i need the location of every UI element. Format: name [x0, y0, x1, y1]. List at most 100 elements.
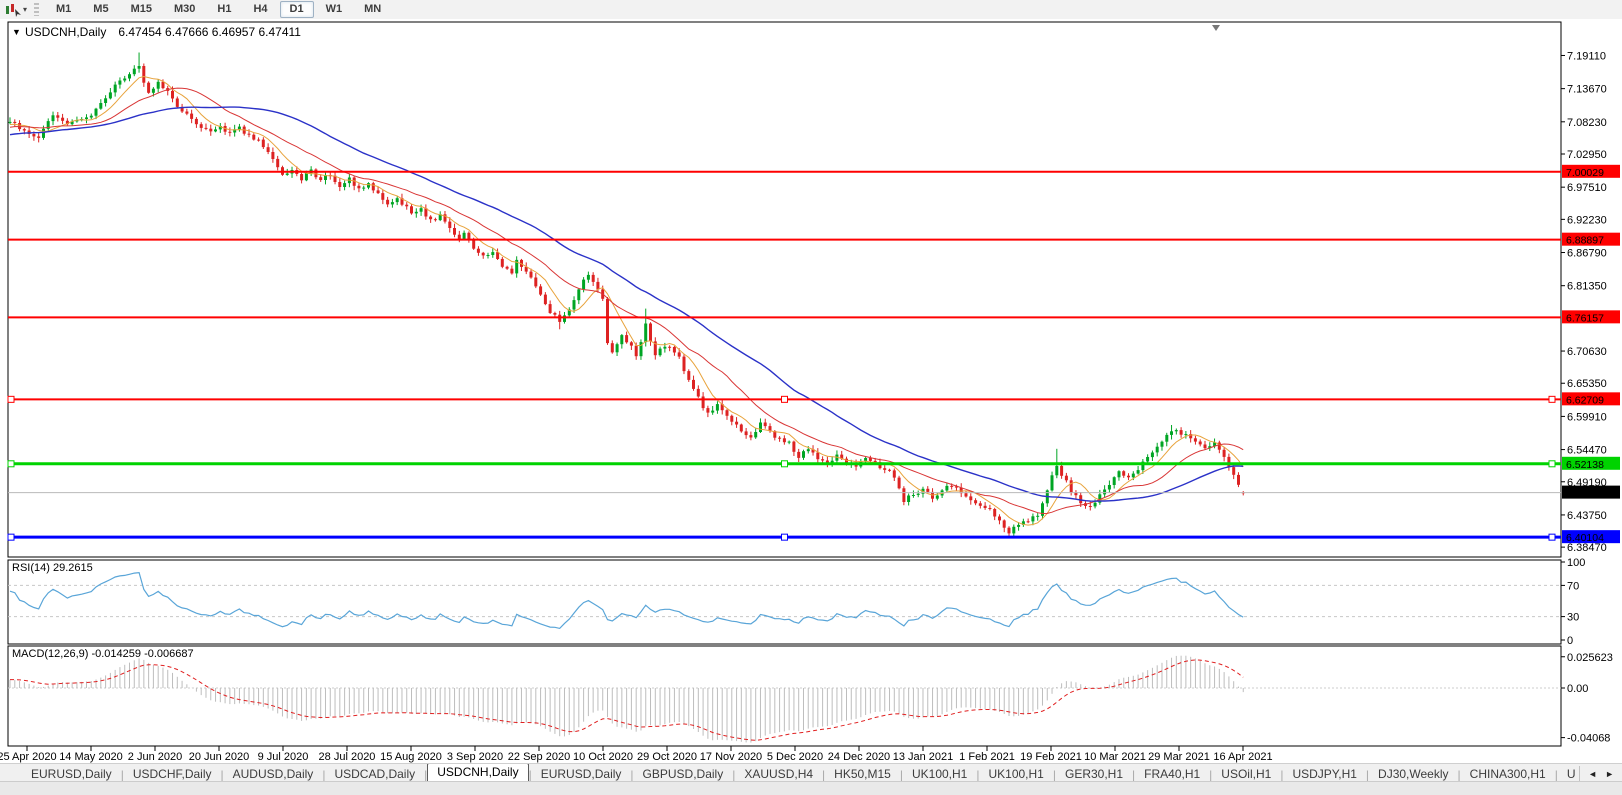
line-handle[interactable]: [781, 460, 788, 468]
chart-tab-CHINA300-H1[interactable]: CHINA300,H1: [1469, 767, 1546, 781]
date-axis-label: 2 Jun 2020: [128, 751, 182, 763]
toolbar-grip: [34, 3, 40, 16]
date-axis-label: 20 Jun 2020: [189, 751, 250, 763]
line-handle[interactable]: [781, 395, 788, 403]
chart-tab-UK100-H1[interactable]: UK100,H1: [911, 767, 968, 781]
date-axis-label: 16 Apr 2021: [1213, 751, 1272, 763]
macd-label: MACD(12,26,9) -0.014259 -0.006687: [12, 648, 194, 660]
price-axis-label: 6.59910: [1567, 411, 1607, 423]
timeframe-button-M5[interactable]: M5: [93, 3, 109, 15]
tab-separator: |: [630, 768, 634, 782]
chart-tab-AUDUSD-Daily[interactable]: AUDUSD,Daily: [232, 767, 314, 781]
timeframe-button-M1[interactable]: M1: [56, 3, 72, 15]
rsi-label: RSI(14) 29.2615: [12, 562, 93, 574]
tab-separator: |: [1132, 768, 1136, 782]
price-badge-6.88897: 6.88897: [1562, 232, 1620, 247]
tab-separator: |: [732, 768, 736, 782]
date-axis-label: 29 Mar 2021: [1148, 751, 1210, 763]
price-badge-6.52138: 6.52138: [1562, 456, 1620, 471]
chart-tab-USDJPY-H1[interactable]: USDJPY,H1: [1292, 767, 1357, 781]
price-axis-label: 6.70630: [1567, 346, 1607, 358]
price-badge-label: 7.00029: [1566, 167, 1604, 179]
price-axis-label: 6.38470: [1567, 542, 1607, 554]
timeframe-button-MN[interactable]: MN: [364, 3, 382, 15]
chart-tab-EURUSD-Daily[interactable]: EURUSD,Daily: [540, 767, 622, 781]
timeframe-button-M15[interactable]: M15: [130, 3, 152, 15]
chart-tab-FRA40-H1[interactable]: FRA40,H1: [1144, 767, 1201, 781]
window-bottom-edge: [0, 781, 1622, 795]
timeframe-button-D1[interactable]: D1: [279, 1, 314, 18]
price-badge-label: 6.88897: [1566, 235, 1604, 247]
tab-separator: |: [322, 768, 326, 782]
line-handle[interactable]: [1548, 533, 1556, 541]
tab-separator: |: [1554, 768, 1558, 782]
price-axis-label: 6.65350: [1567, 378, 1607, 390]
chart-tab-USOil-H1[interactable]: USOil,H1: [1221, 767, 1272, 781]
price-axis-label: 7.13670: [1567, 84, 1607, 96]
chart-tab-USDCNH-Daily[interactable]: USDCNH,Daily: [427, 764, 529, 782]
chart-tab-GBPUSD-Daily[interactable]: GBPUSD,Daily: [642, 767, 724, 781]
rsi-axis-label: 70: [1567, 580, 1579, 592]
date-axis-label: 22 Sep 2020: [508, 751, 570, 763]
hline-6.62709[interactable]: [7, 395, 1561, 403]
chart-tab-USDCHF-Daily[interactable]: USDCHF,Daily: [132, 767, 212, 781]
timeframe-button-H4[interactable]: H4: [253, 3, 268, 15]
chart-tab-XAUUSD-H4[interactable]: XAUUSD,H4: [744, 767, 814, 781]
price-badge-label: 6.62709: [1566, 394, 1604, 406]
chart-tool-icon[interactable]: [3, 2, 23, 18]
price-axis-label: 6.97510: [1567, 182, 1607, 194]
line-handle[interactable]: [7, 395, 15, 403]
chart-shift-marker: [1212, 25, 1220, 31]
rsi-pane[interactable]: [7, 559, 1562, 645]
rsi-axis-label: 100: [1567, 557, 1585, 569]
macd-signal-line: [10, 659, 1244, 741]
line-handle[interactable]: [781, 533, 788, 541]
tab-scroll-arrows: ◄ ►: [1579, 766, 1622, 782]
timeframe-button-W1[interactable]: W1: [325, 3, 343, 15]
line-handle[interactable]: [7, 460, 15, 468]
date-axis-label: 10 Mar 2021: [1084, 751, 1146, 763]
chart-tab-DJ30-Weekly[interactable]: DJ30,Weekly: [1378, 767, 1449, 781]
hline-6.40104[interactable]: [7, 533, 1561, 541]
date-axis-label: 5 Dec 2020: [767, 751, 823, 763]
moving-average-18: [9, 87, 1244, 515]
price-axis-label: 6.81350: [1567, 281, 1607, 293]
chart-tab-UK100-H1[interactable]: UK100,H1: [988, 767, 1044, 781]
chart-tab-HK50-M15[interactable]: HK50,M15: [834, 767, 891, 781]
timeframe-button-H1[interactable]: H1: [217, 3, 232, 15]
rsi-line: [9, 571, 1244, 630]
price-pane[interactable]: [7, 21, 1562, 558]
price-axis-label: 7.08230: [1567, 117, 1607, 129]
price-badge-label: 6.47411: [1566, 488, 1603, 500]
chart-tab-USDCAD-Daily[interactable]: USDCAD,Daily: [334, 767, 416, 781]
chart-tab-GER30-H1[interactable]: GER30,H1: [1064, 767, 1124, 781]
chart-tab-U[interactable]: U: [1566, 767, 1576, 781]
tab-separator: |: [899, 768, 903, 782]
chart-collapse-icon: ▼: [12, 27, 21, 37]
chart-canvas[interactable]: 7.19110 7.13670 7.08230 7.02950 6.97510 6.922…: [0, 19, 1622, 763]
macd-axis-label: 0.025623: [1567, 652, 1613, 664]
chart-tab-EURUSD-Daily[interactable]: EURUSD,Daily: [31, 767, 112, 781]
date-axis-label: 28 Jul 2020: [319, 751, 376, 763]
line-handle[interactable]: [1548, 395, 1556, 403]
timeframe-button-M30[interactable]: M30: [173, 3, 196, 15]
chevron-down-icon[interactable]: ▾: [23, 5, 28, 14]
rsi-axis-label: 30: [1567, 612, 1579, 624]
line-handle[interactable]: [1548, 460, 1556, 468]
hline-6.52138[interactable]: [7, 460, 1561, 468]
date-axis-label: 13 Jan 2021: [893, 751, 954, 763]
tab-separator: |: [120, 768, 124, 782]
chart-window: 7.19110 7.13670 7.08230 7.02950 6.97510 6.922…: [0, 19, 1622, 763]
price-axis-label: 7.19110: [1567, 50, 1606, 62]
date-axis-label: 14 May 2020: [59, 751, 123, 763]
tab-separator: |: [1209, 768, 1213, 782]
date-axis-label: 1 Feb 2021: [959, 751, 1015, 763]
price-badge-6.76157: 6.76157: [1562, 310, 1620, 324]
tab-scroll-left-button[interactable]: ◄: [1588, 769, 1598, 779]
line-handle[interactable]: [7, 533, 15, 541]
date-axis-label: 24 Dec 2020: [828, 751, 890, 763]
price-axis-label: 6.54470: [1567, 445, 1607, 457]
tab-scroll-right-button[interactable]: ►: [1605, 769, 1614, 779]
tab-separator: |: [976, 768, 980, 782]
